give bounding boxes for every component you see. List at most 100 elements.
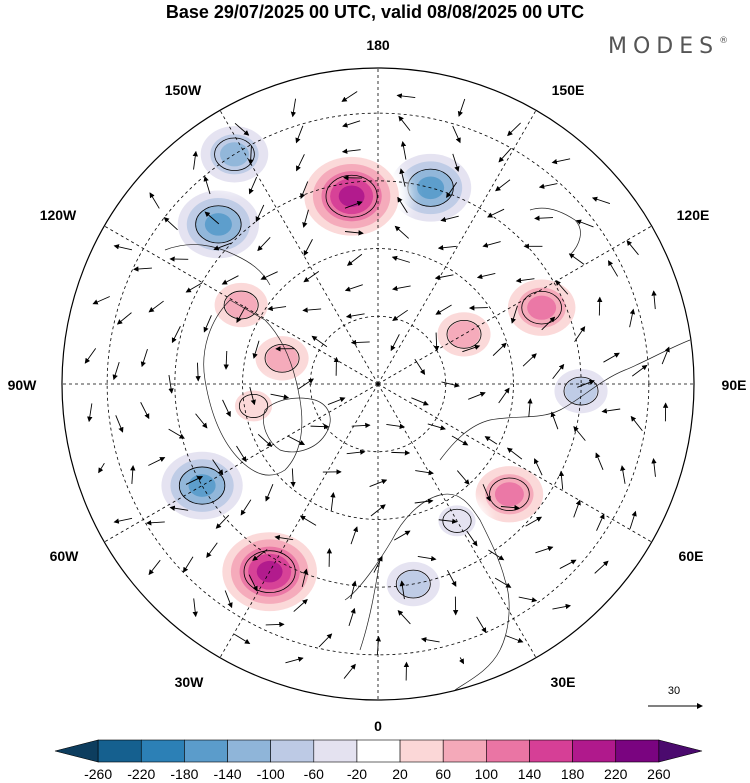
wind-vector-165 [257, 433, 273, 448]
colorbar-label: -20 [347, 766, 367, 782]
wind-vector-43 [182, 556, 194, 573]
wind-vector-22 [651, 458, 657, 477]
colorbar-label: 140 [518, 766, 542, 782]
wind-vector-190 [345, 313, 365, 319]
wind-vector-188 [435, 304, 452, 315]
wind-vector-123 [195, 413, 208, 429]
anomaly-center-13 [243, 327, 321, 390]
wind-vector-145 [222, 399, 231, 417]
wind-vector-204 [386, 423, 406, 430]
wind-vector-14 [285, 656, 304, 664]
wind-vector-20 [594, 560, 609, 574]
wind-vector-46 [318, 633, 333, 648]
lon-label-150w: 150W [165, 82, 202, 98]
wind-vector-89 [452, 153, 460, 172]
wind-vector-72 [169, 505, 189, 511]
colorbar-swatch-14 [658, 739, 703, 763]
wind-vector-141 [303, 239, 313, 257]
lon-label-30e: 30E [551, 674, 576, 690]
colorbar-swatch-1 [97, 739, 142, 763]
wind-vector-203 [351, 422, 371, 429]
colorbar-swatch-13 [615, 739, 660, 763]
wind-vector-96 [171, 326, 181, 344]
wind-vector-132 [533, 458, 543, 476]
colorbar-label: -140 [214, 766, 242, 782]
anomaly-center-1 [293, 149, 410, 243]
wind-vector-29 [507, 122, 521, 137]
wind-vector-83 [601, 408, 621, 414]
wind-vector-35 [203, 175, 211, 195]
wind-vector-94 [213, 242, 232, 251]
wind-vector-8 [87, 403, 93, 423]
wind-vector-149 [350, 526, 359, 545]
wind-vector-50 [518, 596, 538, 603]
meridian-330 [219, 383, 379, 658]
wind-vector-146 [236, 445, 247, 463]
latitude-circle-45 [174, 180, 582, 588]
wind-vector-93 [255, 204, 265, 223]
wind-vector-112 [555, 280, 569, 295]
anomaly-center-6 [425, 303, 503, 366]
wind-vector-169 [414, 498, 434, 504]
wind-vector-77 [397, 609, 411, 625]
colorbar-swatch-8 [399, 739, 444, 763]
colorbar-label: 60 [435, 766, 451, 782]
colorbar-swatch-3 [184, 739, 228, 763]
wind-vector-206 [414, 358, 426, 376]
meridian-60 [377, 383, 652, 543]
wind-vector-44 [224, 590, 233, 609]
brand-text: MODES [608, 34, 720, 59]
wind-vector-143 [236, 306, 247, 323]
wind-vector-6 [92, 296, 110, 305]
wind-vector-70 [140, 402, 150, 420]
wind-vector-155 [522, 353, 537, 367]
wind-vector-198 [433, 332, 440, 352]
wind-vector-128 [373, 555, 383, 573]
wind-vector-100 [215, 514, 230, 529]
wind-vector-191 [311, 335, 328, 348]
wind-vector-34 [247, 146, 254, 165]
wind-vector-3 [192, 150, 198, 170]
wind-vector-99 [185, 476, 204, 485]
wind-vector-18 [505, 635, 524, 643]
wind-vector-117 [344, 201, 363, 209]
colorbar-label: 100 [475, 766, 499, 782]
wind-vector-41 [130, 465, 136, 484]
latitude-circle-60 [242, 248, 514, 520]
colorbar-swatch-5 [270, 739, 315, 763]
wind-vector-90 [400, 140, 407, 160]
lon-label-90e: 90E [722, 377, 747, 393]
meridian-120 [377, 225, 652, 385]
vector-reference: 30 [648, 685, 703, 709]
wind-vector-126 [274, 534, 294, 541]
lon-label-150e: 150E [552, 82, 585, 98]
wind-vector-176 [391, 255, 410, 263]
wind-vector-137 [482, 241, 501, 248]
wind-vector-121 [203, 315, 212, 333]
colorbar-label: -100 [257, 766, 285, 782]
wind-vectors [84, 91, 670, 681]
wind-vector-111 [574, 326, 586, 343]
wind-vector-82 [595, 452, 604, 471]
wind-vector-37 [133, 266, 152, 272]
wind-vector-167 [330, 492, 336, 511]
wind-vector-196 [427, 423, 446, 431]
wind-vector-124 [212, 459, 224, 476]
wind-vector-5 [113, 244, 133, 251]
wind-vector-21 [629, 510, 637, 529]
wind-vector-19 [552, 603, 572, 610]
wind-vector-79 [494, 577, 512, 588]
map-boundary [61, 67, 695, 701]
colorbar-swatch-6 [313, 739, 358, 763]
wind-vector-109 [573, 426, 586, 441]
wind-vector-119 [257, 237, 271, 252]
colorbar: -260 -220 -180 -140 -100 -60 -20 20 60 100 140 180 2… [54, 739, 703, 782]
wind-vector-33 [295, 125, 304, 144]
wind-vector-69 [140, 349, 148, 368]
wind-vector-108 [558, 470, 565, 490]
colorbar-label: -220 [127, 766, 155, 782]
wind-vector-84 [603, 352, 620, 363]
wind-vector-152 [482, 484, 491, 502]
wind-vector-207 [390, 334, 400, 352]
